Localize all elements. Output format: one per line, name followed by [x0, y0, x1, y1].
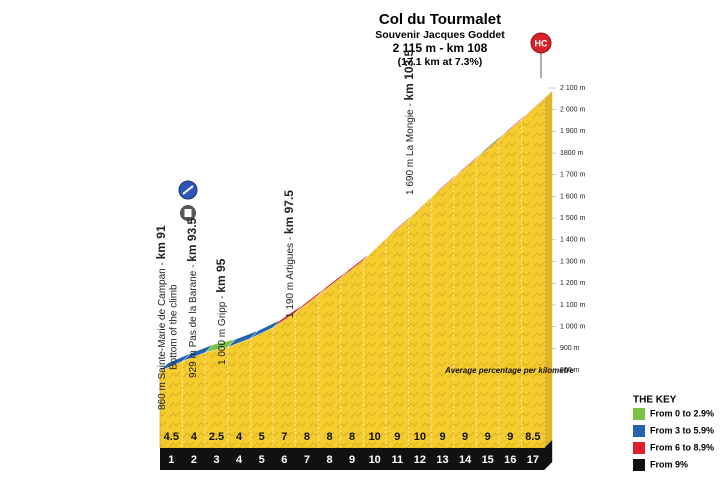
annotation: 929 m Pas de la Barane - km 93.5 — [185, 217, 199, 378]
x-tick-label: 8 — [326, 454, 332, 466]
legend-swatch — [633, 425, 645, 437]
summary: (17.1 km at 7.3%) — [398, 56, 483, 68]
x-tick-label: 3 — [213, 454, 219, 466]
annotation-text: 860 m Sainte-Marie de Campan - — [157, 259, 168, 410]
legend-label: From 3 to 5.9% — [650, 425, 714, 435]
annotation-km: km 97.5 — [282, 190, 296, 234]
annotation-km: km 93.5 — [185, 217, 199, 261]
x-tick-label: 15 — [482, 454, 494, 466]
annotation: 1 190 m Artigues - km 97.5 — [282, 190, 296, 318]
y-tick-label: 1 500 m — [560, 215, 585, 222]
chart-title: Col du Tourmalet — [379, 11, 501, 28]
y-tick-label: 2 000 m — [560, 107, 585, 114]
gradient-label: 9 — [507, 431, 513, 443]
annotation: 1 690 m La Mongie - km 103.5 — [402, 49, 416, 195]
gradient-label: 5 — [259, 431, 265, 443]
x-tick-label: 13 — [436, 454, 448, 466]
y-tick-label: 1 300 m — [560, 258, 585, 265]
x-tick-label: 7 — [304, 454, 310, 466]
annotation: 1 000 m Gripp - km 95 — [214, 258, 228, 365]
legend-label: From 9% — [650, 459, 688, 469]
legend-swatch — [633, 442, 645, 454]
x-tick-label: 14 — [459, 454, 472, 466]
y-tick-label: 1 000 m — [560, 323, 585, 330]
legend-label: From 6 to 8.9% — [650, 442, 714, 452]
gradient-label: 4 — [191, 431, 198, 443]
legend-label: From 0 to 2.9% — [650, 408, 714, 418]
x-tick-label: 2 — [191, 454, 197, 466]
x-tick-label: 17 — [527, 454, 539, 466]
x-tick-label: 10 — [369, 454, 381, 466]
y-tick-label: 1 200 m — [560, 280, 585, 287]
badge — [530, 32, 552, 54]
annotation-text: 1 190 m Artigues - — [285, 234, 296, 318]
legend-swatch — [633, 408, 645, 420]
y-tick-label: 1800 m — [560, 150, 584, 157]
gradient-label: 9 — [485, 431, 491, 443]
x-tick-label: 11 — [391, 454, 403, 466]
y-tick-label: 1 600 m — [560, 193, 585, 200]
summit: 2 115 m - km 108 — [393, 41, 488, 55]
x-tick-label: 6 — [281, 454, 287, 466]
gradient-label: 4.5 — [164, 431, 179, 443]
x-tick-label: 5 — [259, 454, 265, 466]
x-tick-label: 16 — [504, 454, 516, 466]
gradient-label: 7 — [281, 431, 287, 443]
gradient-label: 9 — [394, 431, 400, 443]
y-tick-label: 1 100 m — [560, 302, 585, 309]
annotation: 860 m Sainte-Marie de Campan - km 91 — [154, 225, 168, 410]
gradient-label: 8.5 — [525, 431, 540, 443]
profile-back — [544, 90, 553, 448]
gradient-label: 10 — [414, 431, 426, 443]
gradient-label: 4 — [236, 431, 243, 443]
annotation-text: 1 690 m La Mongie - — [405, 101, 416, 196]
icon-bin-mark — [184, 209, 192, 217]
subtitle: Souvenir Jacques Goddet — [375, 29, 505, 41]
icon-climb-mark — [182, 185, 194, 195]
x-tick-label: 4 — [236, 454, 243, 466]
x-tick-label: 9 — [349, 454, 355, 466]
x-tick-label: 12 — [414, 454, 426, 466]
annotation-km: km 91 — [154, 225, 168, 259]
note: Average percentage per kilometre — [444, 366, 574, 375]
grid: 800 m 900 m 1 000 m 1 100 m 1 200 m 1 300 m 1 … — [548, 85, 585, 374]
gradient-label: 8 — [304, 431, 310, 443]
gradient-label: 9 — [462, 431, 468, 443]
y-tick-label: 1 900 m — [560, 128, 585, 135]
annotation-text: 1 000 m Gripp - — [217, 293, 228, 365]
gradient-label: 8 — [326, 431, 332, 443]
legend: THE KEY From 0 to 2.9% From 3 to 5.9% From… — [633, 395, 714, 471]
gradient-label: 8 — [349, 431, 355, 443]
annotation-extra: Bottom of the climb — [169, 284, 180, 370]
gradient-label: 10 — [369, 431, 381, 443]
y-tick-label: 1 400 m — [560, 237, 585, 244]
legend-swatch — [633, 459, 645, 471]
y-tick-label: 2 100 m — [560, 85, 585, 92]
annotations: 860 m Sainte-Marie de Campan - km 91Bott… — [154, 49, 416, 410]
gradient-label: 9 — [439, 431, 445, 443]
x-tick-label: 1 — [168, 454, 174, 466]
badge-label: HC — [535, 38, 548, 48]
annotation-text: 929 m Pas de la Barane - — [188, 262, 199, 378]
y-tick-label: 1 700 m — [560, 172, 585, 179]
y-tick-label: 900 m — [560, 345, 580, 352]
base-strip — [160, 440, 553, 470]
annotation-km: km 95 — [214, 258, 228, 292]
gradient-segment — [521, 90, 553, 120]
y-tick-label: 800 m — [560, 367, 580, 374]
annotation-km: km 103.5 — [402, 49, 416, 100]
gradient-label: 2.5 — [209, 431, 224, 443]
legend-title: THE KEY — [633, 395, 677, 406]
profile: 4.5 4 2.5 4 5 7 8 8 8 10 9 10 9 9 9 9 8.51 2 3 4 5 6 7 8 9 10 11 12… — [159, 90, 553, 470]
